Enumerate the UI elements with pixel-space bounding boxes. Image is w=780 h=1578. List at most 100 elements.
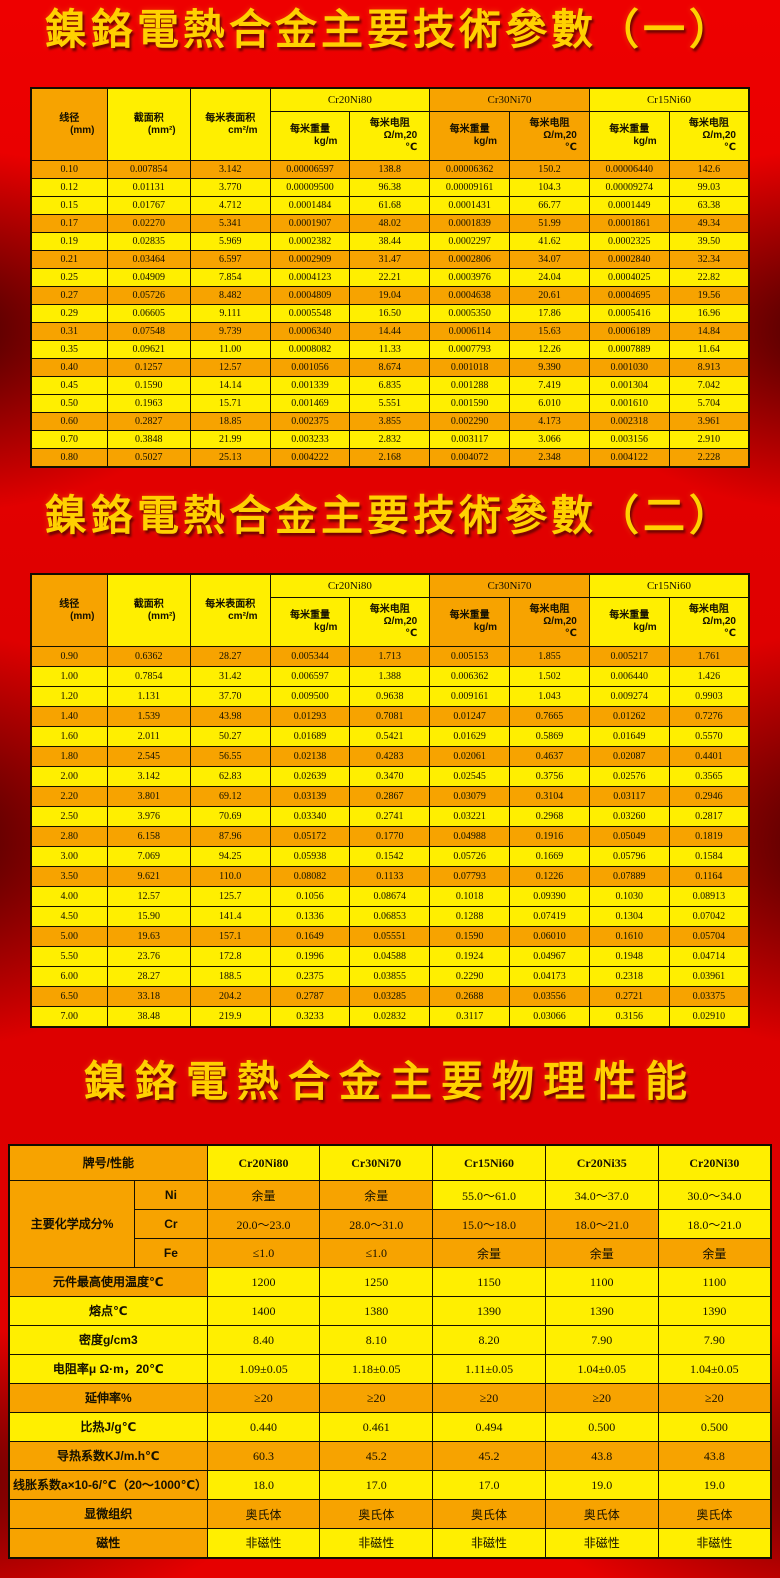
table-cell: 1.388: [349, 666, 431, 687]
table-row: 4.50 15.90 141.4 0.1336 0.06853 0.1288 0.07419…: [30, 906, 750, 927]
table-cell: 0.03340: [269, 806, 351, 827]
table-cell: 4.00: [30, 886, 108, 907]
table-cell: 0.80: [30, 448, 108, 468]
col-header-alloy-cr15ni60: Cr15Ni60: [588, 573, 750, 598]
table-cell: 0.1669: [509, 846, 590, 867]
table-cell: 1.043: [509, 686, 590, 707]
table-cell: 0.0007793: [429, 340, 511, 359]
table-cell: 16.96: [668, 304, 750, 323]
table-cell: 余量: [206, 1180, 321, 1210]
table-cell: 0.007854: [106, 160, 191, 179]
col-header-alloy-cr30ni70: Cr30Ni70: [429, 87, 590, 112]
table-cell: 0.1226: [509, 866, 590, 887]
col-header-weight: 每米重量 kg/m: [588, 597, 670, 647]
table-cell: 0.90: [30, 646, 108, 667]
table-cell: 0.1948: [588, 946, 670, 967]
table-cell: 11.64: [668, 340, 750, 359]
table-cell: 3.066: [509, 430, 590, 449]
table-row: 5.50 23.76 172.8 0.1996 0.04588 0.1924 0.04967…: [30, 946, 750, 967]
table-cell: 110.0: [189, 866, 271, 887]
table-cell: 50.27: [189, 726, 271, 747]
table-cell: 1150: [432, 1267, 546, 1297]
table-cell: ≥20: [432, 1383, 546, 1413]
table-cell: 0.1018: [429, 886, 511, 907]
chem-composition-group-label: 主要化学成分%: [8, 1180, 136, 1268]
table-cell: 0.01293: [269, 706, 351, 727]
table-cell: 19.63: [106, 926, 191, 947]
table-row: 1.00 0.7854 31.42 0.006597 1.388 0.006362 1.50…: [30, 666, 750, 687]
table-row: 0.15 0.01767 4.712 0.0001484 61.68 0.0001431 6…: [30, 196, 750, 215]
col-header-resistance: 每米电阻 Ω/m,20 ℃: [668, 597, 750, 647]
table-row: 密度g/cm3 8.40 8.10 8.20 7.90 7.90: [8, 1325, 772, 1355]
table-cell: 15.90: [106, 906, 191, 927]
table-cell: 0.21: [30, 250, 108, 269]
table-cell: 0.35: [30, 340, 108, 359]
table-cell: 0.006597: [269, 666, 351, 687]
table-cell: 7.069: [106, 846, 191, 867]
table-cell: 0.01131: [106, 178, 191, 197]
table-cell: 0.3756: [509, 766, 590, 787]
property-row-label: 延伸率%: [8, 1383, 208, 1413]
table-cell: 2.20: [30, 786, 108, 807]
table-cell: 非磁性: [319, 1528, 434, 1558]
table-row: 4.00 12.57 125.7 0.1056 0.08674 0.1018 0.09390…: [30, 886, 750, 907]
table-cell: 31.47: [349, 250, 431, 269]
col-header-resistance: 每米电阻 Ω/m,20 ℃: [668, 111, 750, 161]
table-cell: 1.80: [30, 746, 108, 767]
table-cell: 0.1336: [269, 906, 351, 927]
table-cell: 0.04714: [668, 946, 750, 967]
table-cell: 0.0007889: [588, 340, 670, 359]
table-cell: 61.68: [349, 196, 431, 215]
col-header-weight: 每米重量 kg/m: [269, 597, 351, 647]
table-cell: 0.004222: [269, 448, 351, 468]
table-cell: 1.761: [668, 646, 750, 667]
table-row: 3.00 7.069 94.25 0.05938 0.1542 0.05726 0.1669…: [30, 846, 750, 867]
table-cell: 2.00: [30, 766, 108, 787]
table-cell: 0.1056: [269, 886, 351, 907]
table-cell: 33.18: [106, 986, 191, 1007]
table-cell: 0.00009161: [429, 178, 511, 197]
table-cell: 0.004122: [588, 448, 670, 468]
table-row: 2.50 3.976 70.69 0.03340 0.2741 0.03221 0.2968…: [30, 806, 750, 827]
table-cell: 3.50: [30, 866, 108, 887]
table-cell: 0.70: [30, 430, 108, 449]
table-cell: 0.461: [319, 1412, 434, 1442]
table-cell: 0.0002806: [429, 250, 511, 269]
table-cell: 1200: [206, 1267, 321, 1297]
property-row-label: 电阻率μ Ω·m，20℃: [8, 1354, 208, 1384]
table-cell: 96.38: [349, 178, 431, 197]
table-cell: 1100: [544, 1267, 659, 1297]
table-cell: 19.0: [657, 1470, 772, 1500]
table-cell: 0.06605: [106, 304, 191, 323]
table-cell: 32.34: [668, 250, 750, 269]
table-cell: 0.3470: [349, 766, 431, 787]
table-cell: 6.00: [30, 966, 108, 987]
table-cell: 0.3565: [668, 766, 750, 787]
table-cell: 0.2827: [106, 412, 191, 431]
property-row-label: 熔点℃: [8, 1296, 208, 1326]
table-cell: 2.168: [349, 448, 431, 468]
table-cell: 0.2741: [349, 806, 431, 827]
table-cell: 3.801: [106, 786, 191, 807]
table-cell: 0.05704: [668, 926, 750, 947]
table-cell: 0.03855: [349, 966, 431, 987]
col-header-resistance: 每米电阻 Ω/m,20 ℃: [509, 111, 590, 161]
property-row-label: Ni: [134, 1180, 208, 1210]
table-cell: 0.001030: [588, 358, 670, 377]
table-cell: 0.001288: [429, 376, 511, 395]
table-cell: ≥20: [319, 1383, 434, 1413]
table-cell: 0.9638: [349, 686, 431, 707]
table-cell: 0.1649: [269, 926, 351, 947]
table-cell: 2.011: [106, 726, 191, 747]
table-cell: 0.5570: [668, 726, 750, 747]
table-cell: 0.0001449: [588, 196, 670, 215]
table-cell: 2.545: [106, 746, 191, 767]
table-cell: 0.440: [206, 1412, 321, 1442]
table-cell: 0.2946: [668, 786, 750, 807]
table-cell: 3.142: [189, 160, 271, 179]
table-cell: 18.0: [206, 1470, 321, 1500]
table-cell: 5.50: [30, 946, 108, 967]
table-cell: 0.1770: [349, 826, 431, 847]
table-cell: 150.2: [509, 160, 590, 179]
table-cell: ≥20: [544, 1383, 659, 1413]
